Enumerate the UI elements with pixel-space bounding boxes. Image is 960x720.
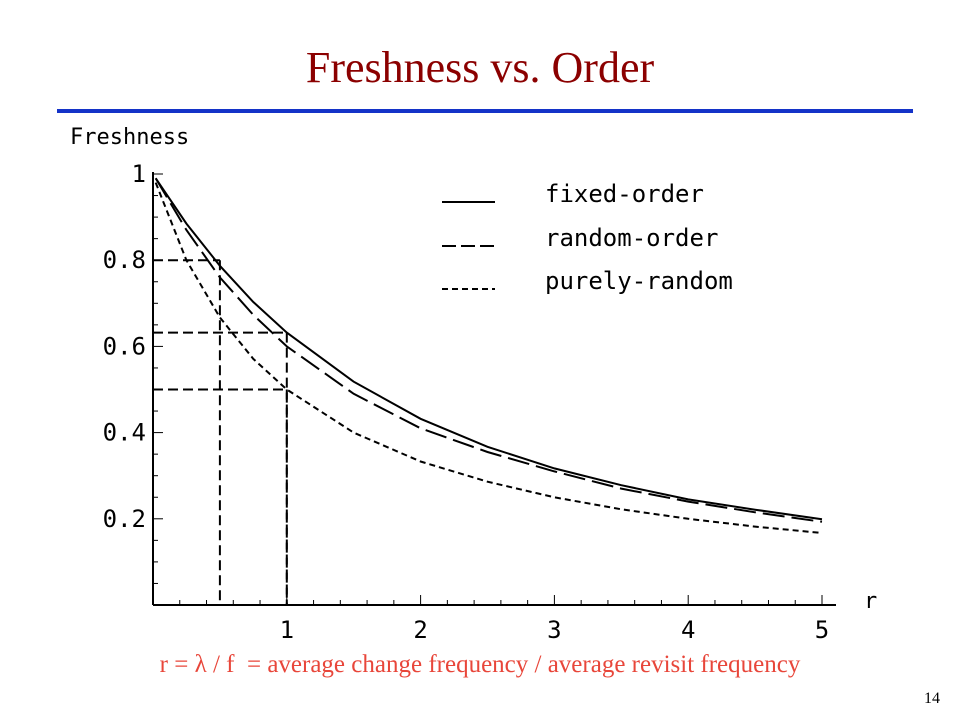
series-line-fixed-order [154,177,823,521]
chart-axes: 1 2 3 4 5 0.2 0.4 0.6 0.8 1 [103,160,836,644]
y-axis-label: Freshness [70,125,189,150]
y-tick-label: 0.6 [103,332,146,360]
x-tick-label: 5 [815,616,829,644]
reference-lines [153,259,288,605]
x-tick-label: 3 [547,616,561,644]
r-definition-caption: r = λ / f = average change frequency / a… [159,651,801,678]
y-tick-label: 0.2 [103,505,146,533]
x-axis-label: r [864,589,877,614]
legend-label-random-order: random-order [545,224,718,252]
legend-label-purely-random: purely-random [545,267,733,295]
series-line-random-order [154,177,823,523]
legend-label-fixed-order: fixed-order [545,180,704,208]
y-tick-label: 0.8 [103,246,146,274]
chart-series [154,177,823,534]
x-tick-label: 4 [681,616,695,644]
title-underline [57,109,913,113]
slide-number: 14 [924,690,940,707]
y-tick-label: 1 [132,160,146,188]
chart-legend: fixed-order random-order purely-random [442,180,733,295]
series-line-purely-random [154,182,823,534]
x-tick-label: 2 [413,616,427,644]
slide-title: Freshness vs. Order [305,43,655,92]
x-tick-label: 1 [280,616,294,644]
y-tick-label: 0.4 [103,419,146,447]
